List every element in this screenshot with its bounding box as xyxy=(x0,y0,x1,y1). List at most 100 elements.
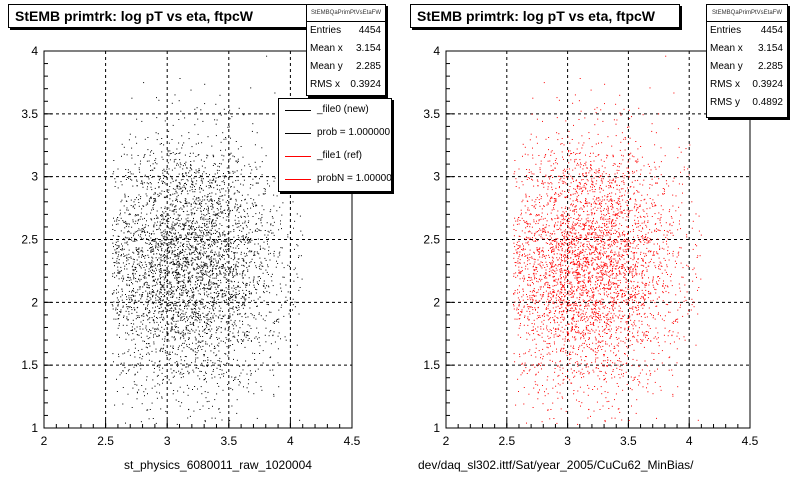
data-point xyxy=(185,198,187,200)
data-point xyxy=(629,307,630,309)
data-point xyxy=(184,186,186,188)
data-point xyxy=(216,208,218,209)
data-point xyxy=(142,251,144,253)
data-point xyxy=(258,218,260,220)
data-point xyxy=(187,290,189,292)
data-point xyxy=(148,274,149,276)
data-point xyxy=(177,237,179,239)
data-point xyxy=(247,365,249,367)
data-point xyxy=(132,219,134,221)
data-point xyxy=(623,373,624,375)
data-point xyxy=(118,271,120,273)
data-point xyxy=(166,221,168,223)
data-point xyxy=(162,222,164,224)
data-point xyxy=(167,151,169,153)
data-point xyxy=(192,350,194,352)
data-point xyxy=(260,268,262,270)
x-tick-label: 2 xyxy=(443,434,450,448)
data-point xyxy=(219,270,221,272)
data-point xyxy=(186,220,188,222)
data-point xyxy=(220,273,222,275)
data-point xyxy=(174,353,176,355)
data-point xyxy=(118,273,120,274)
data-point xyxy=(162,215,164,217)
data-point xyxy=(540,362,542,364)
data-point xyxy=(572,297,574,298)
data-point xyxy=(121,155,122,157)
data-point xyxy=(197,258,199,260)
y-tick-label: 3 xyxy=(31,170,38,184)
data-point xyxy=(190,161,192,162)
data-point xyxy=(139,280,141,282)
data-point xyxy=(602,241,604,243)
data-point xyxy=(227,244,229,246)
data-point xyxy=(128,263,130,265)
data-point xyxy=(186,254,188,256)
data-point xyxy=(212,165,214,166)
data-point xyxy=(188,276,190,278)
data-point xyxy=(208,400,210,402)
data-point xyxy=(151,240,153,242)
data-point xyxy=(266,290,268,292)
data-point xyxy=(196,316,198,318)
data-point xyxy=(139,274,141,276)
data-point xyxy=(671,322,673,324)
data-point xyxy=(239,375,241,377)
data-point xyxy=(653,243,655,245)
data-point xyxy=(175,211,177,213)
data-point xyxy=(270,356,272,358)
data-point xyxy=(235,180,237,182)
data-point xyxy=(245,289,247,291)
data-point xyxy=(152,207,154,209)
data-point xyxy=(273,331,275,333)
data-point xyxy=(174,325,176,327)
data-point xyxy=(219,191,221,193)
data-point xyxy=(166,332,168,334)
data-point xyxy=(119,270,121,272)
data-point xyxy=(192,231,194,233)
data-point xyxy=(118,220,120,221)
data-point xyxy=(146,213,148,215)
data-point xyxy=(196,278,198,280)
data-point xyxy=(197,118,199,120)
data-point xyxy=(238,244,240,245)
data-point xyxy=(226,216,228,218)
data-point xyxy=(242,307,244,309)
data-point xyxy=(152,296,154,297)
data-point xyxy=(274,320,276,322)
data-point xyxy=(186,175,188,177)
data-point xyxy=(177,253,179,255)
data-point xyxy=(641,156,643,158)
data-point xyxy=(543,275,545,277)
data-point xyxy=(159,246,161,248)
data-point xyxy=(217,280,219,281)
data-point xyxy=(209,236,211,238)
data-point xyxy=(130,257,132,259)
data-point xyxy=(200,159,202,161)
data-point xyxy=(131,407,133,408)
data-point xyxy=(180,187,182,189)
data-point xyxy=(187,394,189,396)
data-point xyxy=(192,303,194,305)
data-point xyxy=(147,315,148,317)
data-point xyxy=(576,211,578,213)
data-point xyxy=(147,203,149,205)
data-point xyxy=(219,234,221,236)
data-point xyxy=(202,278,204,280)
data-point xyxy=(180,164,182,166)
data-point xyxy=(281,304,283,306)
data-point xyxy=(531,330,533,331)
data-point xyxy=(159,298,161,300)
data-point xyxy=(206,365,208,367)
data-point xyxy=(153,291,155,293)
data-point xyxy=(225,291,227,293)
data-point xyxy=(185,188,186,190)
data-point xyxy=(167,333,169,335)
data-point xyxy=(175,304,177,306)
data-point xyxy=(621,267,623,269)
data-point xyxy=(201,303,203,305)
data-point xyxy=(627,239,629,241)
data-point xyxy=(583,229,585,231)
data-point xyxy=(244,284,246,286)
data-point xyxy=(136,291,138,293)
